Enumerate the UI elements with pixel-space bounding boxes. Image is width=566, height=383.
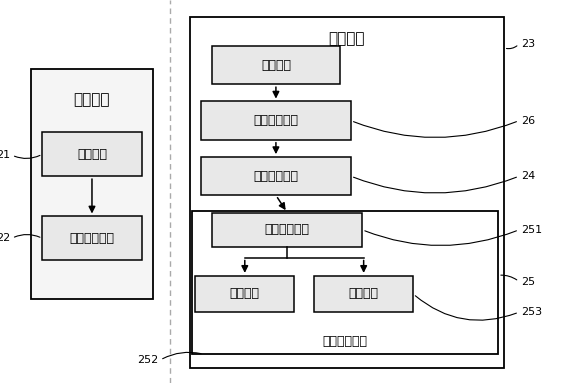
Text: 24: 24 bbox=[521, 171, 535, 181]
Text: 23: 23 bbox=[521, 39, 535, 49]
Text: 252: 252 bbox=[137, 355, 158, 365]
Text: 21: 21 bbox=[0, 150, 10, 160]
Text: 连接模块: 连接模块 bbox=[230, 288, 260, 300]
Text: 发起设备: 发起设备 bbox=[74, 92, 110, 107]
Bar bbox=[42, 132, 142, 176]
Text: 存储单元: 存储单元 bbox=[77, 148, 107, 160]
Bar bbox=[314, 276, 413, 312]
Bar bbox=[201, 101, 351, 140]
Bar bbox=[192, 211, 498, 354]
Text: 识别单元: 识别单元 bbox=[261, 59, 291, 72]
Text: 253: 253 bbox=[521, 307, 542, 317]
Text: 地址筛查单元: 地址筛查单元 bbox=[254, 114, 298, 127]
Bar bbox=[42, 216, 142, 260]
Bar bbox=[190, 17, 504, 368]
Text: 地址匹配单元: 地址匹配单元 bbox=[254, 170, 298, 183]
Bar bbox=[212, 213, 362, 247]
Text: 26: 26 bbox=[521, 116, 535, 126]
Text: 无线终端: 无线终端 bbox=[328, 31, 365, 46]
Text: 25: 25 bbox=[521, 277, 535, 286]
Text: 22: 22 bbox=[0, 233, 10, 243]
Text: 第二通信单元: 第二通信单元 bbox=[323, 335, 368, 348]
Bar bbox=[195, 276, 294, 312]
Text: 251: 251 bbox=[521, 225, 542, 235]
Text: 程序检测模块: 程序检测模块 bbox=[265, 223, 310, 236]
Bar bbox=[31, 69, 153, 299]
Text: 第一通信单元: 第一通信单元 bbox=[70, 232, 114, 245]
Bar bbox=[212, 46, 340, 84]
Text: 断开模块: 断开模块 bbox=[349, 288, 379, 300]
Bar bbox=[201, 157, 351, 195]
